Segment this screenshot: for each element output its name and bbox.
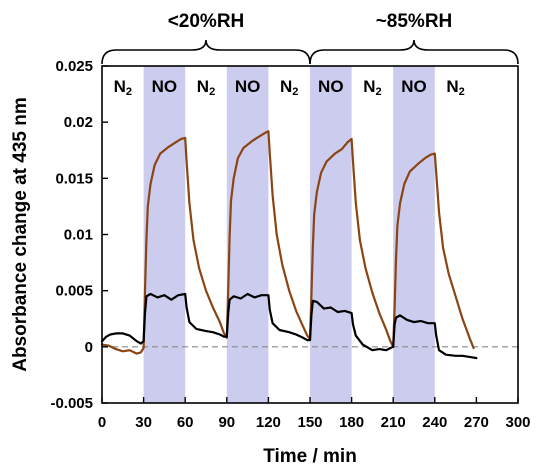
y-tick-label: 0.01	[64, 227, 93, 244]
shaded-interval-0	[143, 66, 186, 403]
series-lines	[100, 130, 478, 360]
phase-label-1: NO	[152, 77, 178, 96]
y-tick-label: 0.025	[55, 58, 93, 75]
y-tick-label: 0.005	[55, 283, 93, 300]
humidity-label-0: <20%RH	[168, 11, 245, 32]
shaded-interval-1	[226, 66, 269, 403]
phase-label-2: N2	[197, 77, 215, 98]
shaded-intervals	[143, 66, 435, 403]
y-axis-ticks: -0.005 0 0.005 0.01 0.015 0.02 0.025	[50, 58, 108, 412]
shaded-interval-3	[393, 66, 435, 403]
phase-labels: N2 NO N2 NO N2 NO N2 NO N2	[114, 77, 465, 98]
x-tick-label: 270	[464, 414, 489, 431]
x-tick-label: 90	[218, 414, 235, 431]
phase-label-4: N2	[280, 77, 298, 98]
x-tick-label: 240	[422, 414, 447, 431]
x-tick-label: 180	[339, 414, 364, 431]
phase-label-3: NO	[235, 77, 261, 96]
humidity-bracket-1	[309, 39, 519, 65]
phase-label-5: NO	[318, 77, 344, 96]
x-tick-label: 120	[256, 414, 281, 431]
x-axis-ticks: 0 30 60 90 120 150 180 210 240 270 300	[98, 397, 531, 431]
y-tick-label: 0.015	[55, 170, 93, 187]
x-tick-label: 0	[98, 414, 106, 431]
humidity-bracket-0	[101, 39, 311, 65]
humidity-label-1: ~85%RH	[376, 11, 453, 32]
phase-label-8: N2	[446, 77, 464, 98]
y-tick-label: -0.005	[50, 395, 93, 412]
x-tick-label: 300	[505, 414, 530, 431]
y-tick-label: 0.02	[64, 114, 93, 131]
phase-label-7: NO	[401, 77, 427, 96]
x-tick-label: 30	[135, 414, 152, 431]
shaded-interval-2	[310, 66, 352, 403]
x-tick-label: 60	[177, 414, 194, 431]
series-line-0	[100, 130, 475, 355]
y-axis-title: Absorbance change at 435 nm	[10, 97, 31, 372]
x-tick-label: 210	[381, 414, 406, 431]
series-line-1	[100, 292, 478, 360]
phase-label-6: N2	[363, 77, 381, 98]
y-tick-label: 0	[85, 339, 93, 356]
humidity-brackets: <20%RH ~85%RH	[101, 11, 519, 65]
x-axis-title: Time / min	[263, 446, 357, 467]
x-tick-label: 150	[297, 414, 322, 431]
phase-label-0: N2	[114, 77, 132, 98]
